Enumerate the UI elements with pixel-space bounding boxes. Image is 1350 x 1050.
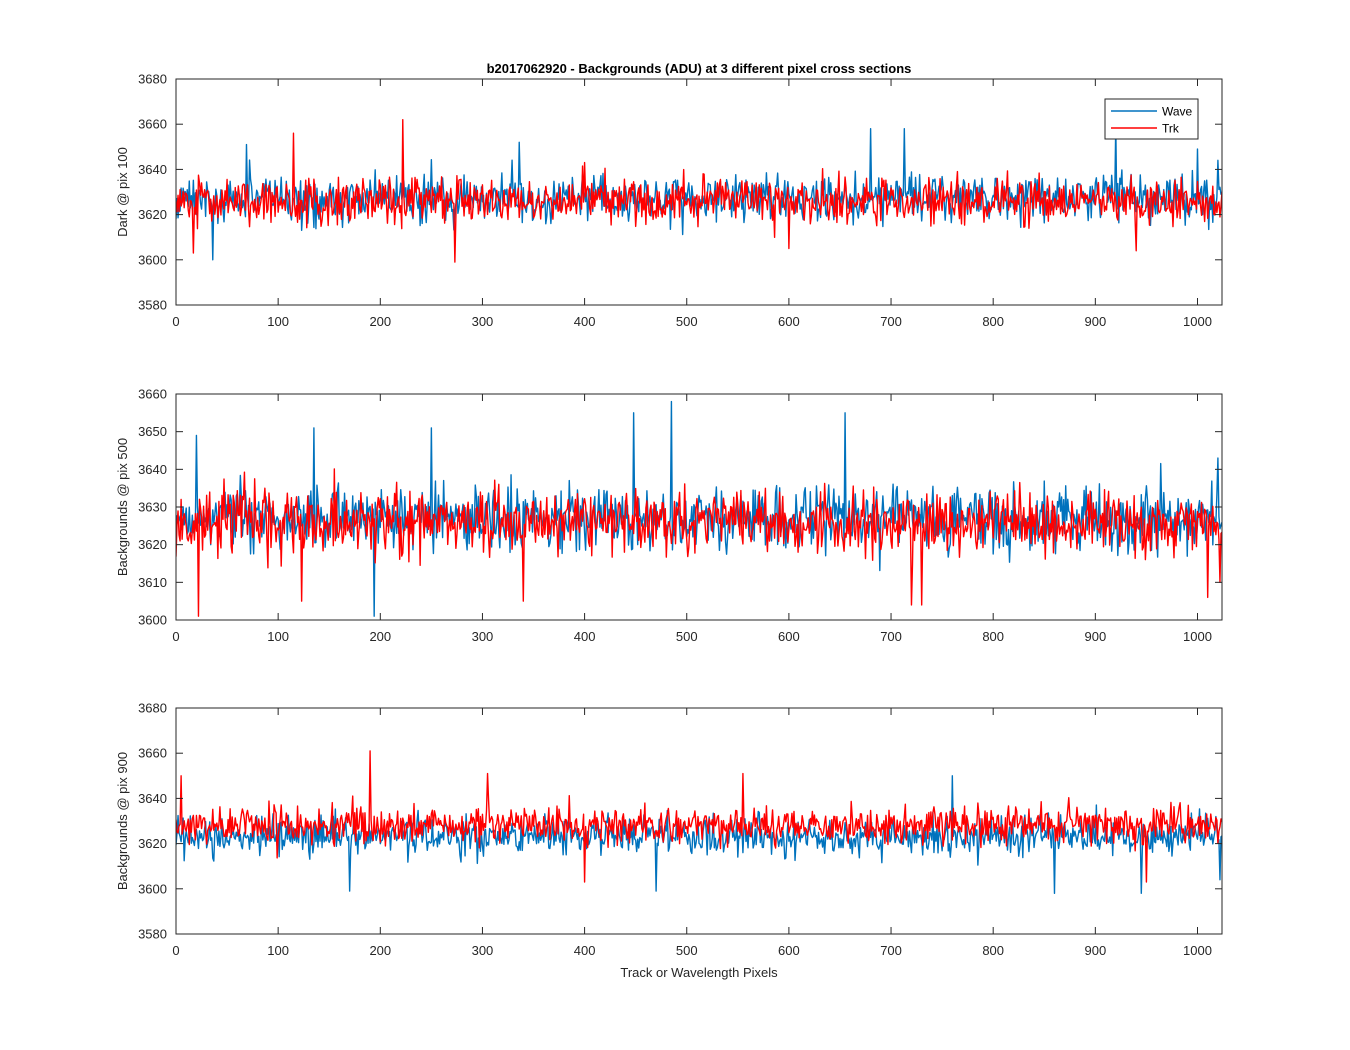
- y-axis-label: Backgrounds @ pix 500: [115, 438, 130, 576]
- x-tick-label: 100: [267, 629, 289, 644]
- subplot-3: 0 100 200 300 400 500 600 700 800 900 1000 3580 3600…: [115, 701, 1223, 958]
- series-group: [176, 400, 1222, 617]
- x-tick-label: 0: [172, 314, 179, 329]
- y-tick-label: 3660: [138, 746, 167, 761]
- y-axis-label: Dark @ pix 100: [115, 147, 130, 237]
- legend-label-wave: Wave: [1162, 105, 1193, 119]
- x-tick-label: 1000: [1183, 629, 1212, 644]
- x-tick-label: 800: [982, 943, 1004, 958]
- x-tick-label: 900: [1084, 943, 1106, 958]
- legend-label-trk: Trk: [1162, 122, 1180, 136]
- x-tick-label: 400: [574, 314, 596, 329]
- x-tick-label: 500: [676, 943, 698, 958]
- y-tick-label: 3580: [138, 927, 167, 942]
- y-tick-label: 3600: [138, 613, 167, 628]
- x-tick-label: 700: [880, 629, 902, 644]
- y-tick-label: 3610: [138, 575, 167, 590]
- y-tick-label: 3620: [138, 836, 167, 851]
- series-group: [176, 118, 1222, 263]
- x-tick-label: 200: [369, 943, 391, 958]
- x-tick-label: 800: [982, 629, 1004, 644]
- series-line-trk: [176, 118, 1222, 263]
- x-tick-label: 900: [1084, 629, 1106, 644]
- y-tick-label: 3680: [138, 701, 167, 716]
- series-line-trk: [176, 468, 1222, 617]
- series-group: [176, 750, 1222, 895]
- x-tick-label: 400: [574, 629, 596, 644]
- x-tick-label: 0: [172, 943, 179, 958]
- x-tick-label: 200: [369, 629, 391, 644]
- subplot-2: 0 100 200 300 400 500 600 700 800 900 1000 3600 3610…: [115, 387, 1223, 644]
- x-tick-label: 300: [472, 629, 494, 644]
- y-tick-label: 3600: [138, 252, 167, 267]
- y-tick-label: 3640: [138, 791, 167, 806]
- y-tick-label: 3620: [138, 537, 167, 552]
- x-tick-label: 600: [778, 943, 800, 958]
- y-axis-label: Backgrounds @ pix 900: [115, 752, 130, 890]
- x-tick-label: 700: [880, 943, 902, 958]
- x-tick-label: 1000: [1183, 314, 1212, 329]
- x-tick-label: 1000: [1183, 943, 1212, 958]
- y-tick-label: 3630: [138, 500, 167, 515]
- x-tick-label: 600: [778, 314, 800, 329]
- axes-box: [175, 707, 1223, 935]
- x-tick-label: 300: [472, 943, 494, 958]
- y-tick-label: 3680: [138, 72, 167, 87]
- x-axis-label: Track or Wavelength Pixels: [620, 965, 778, 980]
- series-line-trk: [176, 750, 1222, 883]
- legend: Wave Trk: [1104, 98, 1199, 140]
- x-tick-label: 600: [778, 629, 800, 644]
- y-tick-label: 3660: [138, 387, 167, 402]
- y-tick-label: 3600: [138, 881, 167, 896]
- x-tick-label: 100: [267, 314, 289, 329]
- x-tick-label: 700: [880, 314, 902, 329]
- legend-box: [1104, 98, 1199, 140]
- y-tick-label: 3650: [138, 424, 167, 439]
- x-tick-label: 0: [172, 629, 179, 644]
- x-tick-label: 500: [676, 629, 698, 644]
- x-tick-label: 300: [472, 314, 494, 329]
- x-tick-label: 200: [369, 314, 391, 329]
- subplots: 0 100 200 300 400 500 600 700 800 900 100035803600…: [115, 72, 1223, 958]
- chart-title: b2017062920 - Backgrounds (ADU) at 3 dif…: [487, 61, 912, 76]
- x-tick-label: 800: [982, 314, 1004, 329]
- x-tick-label: 900: [1084, 314, 1106, 329]
- subplot-1: 0 100 200 300 400 500 600 700 800 900 1000 3580 3600…: [115, 72, 1223, 329]
- x-tick-label: 400: [574, 943, 596, 958]
- y-tick-label: 3660: [138, 117, 167, 132]
- y-tick-label: 3640: [138, 162, 167, 177]
- y-tick-label: 3580: [138, 298, 167, 313]
- x-tick-label: 100: [267, 943, 289, 958]
- x-tick-label: 500: [676, 314, 698, 329]
- axes-box: [175, 78, 1223, 306]
- y-tick-label: 3620: [138, 207, 167, 222]
- y-tick-label: 3640: [138, 462, 167, 477]
